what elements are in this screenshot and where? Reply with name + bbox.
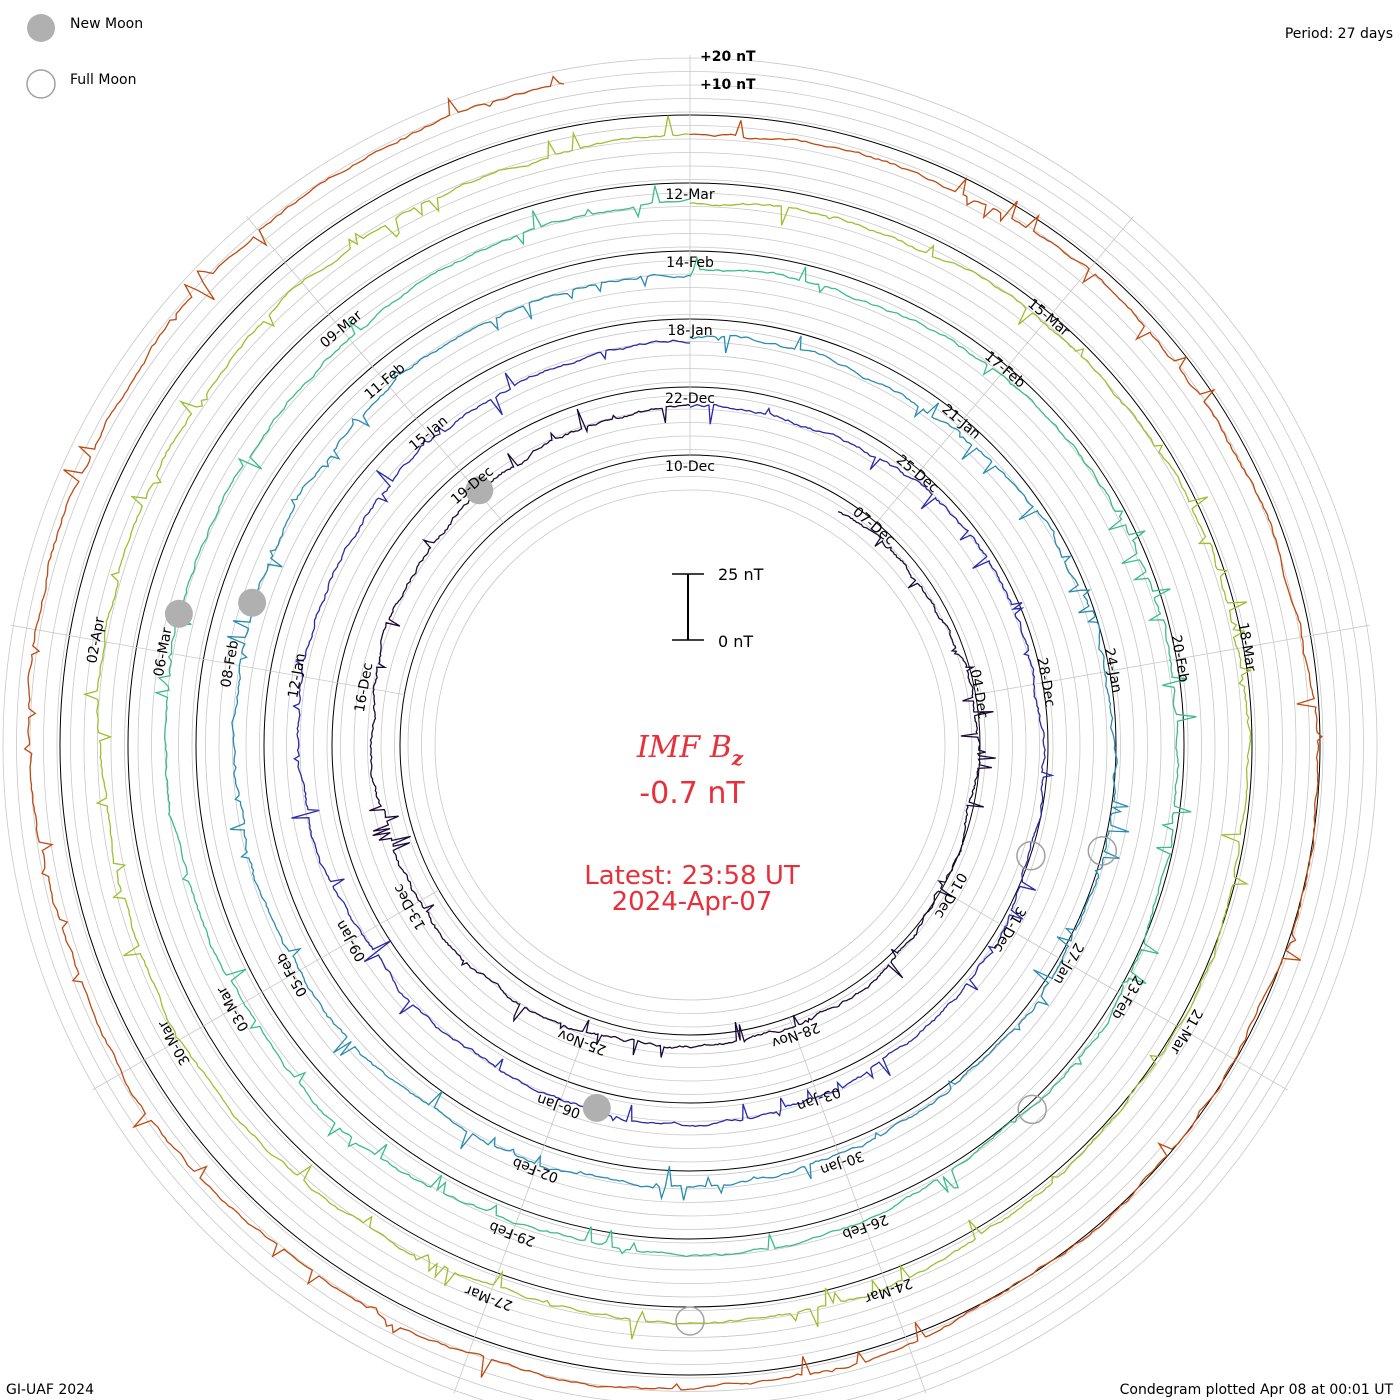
radial-spoke (940, 889, 1288, 1091)
new-moon-marker (164, 599, 193, 628)
scale-label-10: +10 nT (700, 77, 756, 93)
date-label: 18-Mar (1234, 621, 1258, 673)
scale-bar-bottom-label: 0 nT (718, 632, 753, 651)
trace-cycle-0 (369, 403, 996, 1058)
radial-spoke (92, 889, 440, 1091)
trace-cycle-1 (291, 339, 1055, 1128)
date-label: 07-Dec (849, 504, 898, 548)
date-label: 31-Dec (990, 904, 1029, 955)
radial-spoke (453, 1017, 592, 1394)
date-label: 15-Mar (1024, 296, 1072, 340)
date-label: 12-Mar (665, 187, 715, 203)
radial-spoke (975, 624, 1370, 695)
trace-cycle-3 (154, 185, 1197, 1258)
date-label: 22-Dec (665, 391, 715, 407)
scale-label-20: +20 nT (700, 49, 756, 65)
date-label: 27-Mar (463, 1281, 515, 1313)
radial-spokes (10, 55, 1370, 1394)
footer-credit: GI-UAF 2024 (6, 1382, 94, 1398)
date-label: 09-Jan (333, 917, 369, 964)
full-moon-marker (1016, 841, 1046, 871)
new-moon-legend-label: New Moon (70, 16, 143, 32)
trace-cycle-4 (82, 115, 1253, 1340)
full-moon-marker (675, 1306, 705, 1336)
new-moon-marker (238, 588, 267, 617)
radial-spoke (246, 216, 504, 524)
latest-date: 2024-Apr-07 (612, 887, 773, 917)
date-label: 24-Mar (862, 1274, 914, 1306)
date-label: 20-Feb (1168, 634, 1192, 684)
date-label: 18-Jan (667, 323, 712, 339)
radial-spoke (876, 216, 1134, 524)
date-label: 02-Feb (510, 1154, 560, 1185)
trace-cycle-2 (227, 273, 1130, 1201)
center-title-subscript: z (731, 746, 744, 770)
period-label: Period: 27 days (1285, 26, 1393, 42)
new-moon-marker (465, 476, 494, 505)
date-label: 13-Dec (391, 881, 430, 932)
date-label: 12-Jan (285, 652, 309, 699)
date-label: 06-Jan (535, 1090, 583, 1121)
grid-circle (434, 489, 946, 1001)
date-label: 26-Feb (840, 1211, 890, 1242)
date-label: 03-Jan (795, 1083, 843, 1114)
center-title-main: IMF B (636, 730, 732, 765)
grid-circle (421, 476, 959, 1014)
new-moon-legend-icon (27, 14, 55, 42)
radial-spoke (788, 1017, 927, 1394)
trace-cycle-5 (23, 75, 1323, 1391)
full-moon-marker (1017, 1094, 1047, 1125)
new-moon-marker (582, 1093, 611, 1122)
data-traces (23, 75, 1323, 1391)
center-title: IMF Bz (636, 730, 744, 770)
radial-spoke (10, 624, 405, 695)
footer-plot-time: Condegram plotted Apr 08 at 00:01 UT (1120, 1382, 1394, 1398)
date-label: 14-Feb (666, 255, 714, 271)
date-label: 01-Dec (931, 870, 970, 921)
date-label: 11-Feb (362, 360, 409, 403)
moon-markers (164, 476, 1118, 1336)
date-label: 30-Mar (155, 1017, 194, 1068)
scale-bar-top-label: 25 nT (718, 565, 764, 584)
center-value: -0.7 nT (639, 776, 745, 811)
full-moon-legend-label: Full Moon (70, 72, 136, 88)
grid-circle (407, 462, 973, 1028)
date-label: 24-Jan (1101, 647, 1125, 694)
date-label: 25-Nov (556, 1026, 609, 1058)
date-label: 28-Dec (1033, 656, 1057, 708)
full-moon-legend-icon (26, 69, 56, 99)
latest-time: Latest: 23:58 UT (584, 861, 800, 891)
full-moon-marker (1087, 836, 1118, 866)
date-label: 10-Dec (665, 459, 715, 475)
